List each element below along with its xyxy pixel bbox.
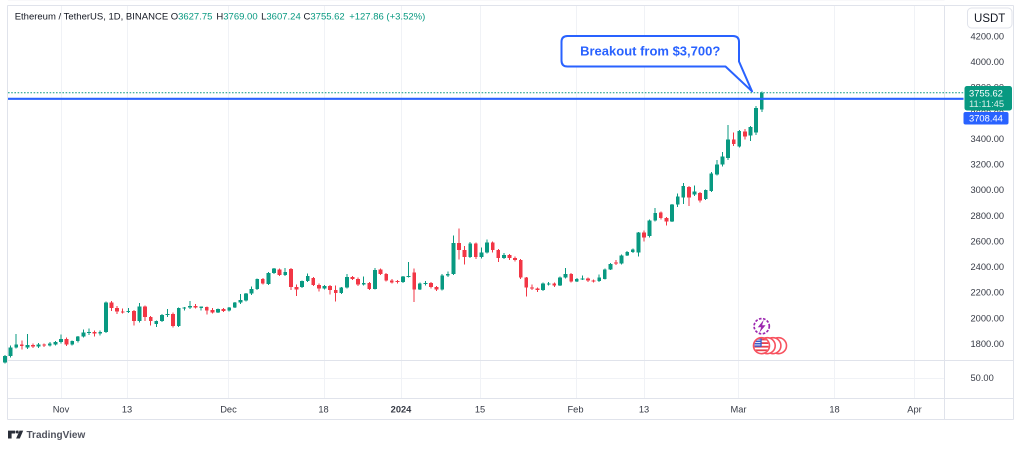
- svg-text:3755.62: 3755.62: [969, 88, 1003, 99]
- svg-text:TradingView: TradingView: [27, 430, 86, 441]
- svg-text:13: 13: [122, 404, 132, 414]
- svg-text:2000.00: 2000.00: [971, 313, 1005, 323]
- svg-text:18: 18: [318, 404, 328, 414]
- svg-text:2400.00: 2400.00: [971, 262, 1005, 272]
- svg-text:Apr: Apr: [907, 404, 921, 414]
- svg-text:50.00: 50.00: [971, 373, 994, 383]
- svg-text:L3607.24: L3607.24: [261, 12, 301, 23]
- svg-text:11:11:45: 11:11:45: [969, 98, 1004, 109]
- svg-text:C3755.62: C3755.62: [304, 12, 345, 23]
- svg-text:4200.00: 4200.00: [971, 31, 1005, 41]
- svg-text:USDT: USDT: [974, 13, 1005, 25]
- svg-text:+127.86 (+3.52%): +127.86 (+3.52%): [349, 12, 425, 23]
- svg-text:H3769.00: H3769.00: [216, 12, 257, 23]
- svg-text:2024: 2024: [391, 404, 413, 414]
- svg-text:3400.00: 3400.00: [971, 134, 1005, 144]
- svg-text:Breakout from $3,700?: Breakout from $3,700?: [580, 44, 720, 59]
- svg-text:2600.00: 2600.00: [971, 237, 1005, 247]
- svg-text:O3627.75: O3627.75: [171, 12, 213, 23]
- svg-text:3708.44: 3708.44: [969, 113, 1003, 124]
- svg-text:18: 18: [829, 404, 839, 414]
- svg-text:2800.00: 2800.00: [971, 211, 1005, 221]
- svg-text:3000.00: 3000.00: [971, 185, 1005, 195]
- svg-text:4000.00: 4000.00: [971, 57, 1005, 67]
- svg-text:15: 15: [475, 404, 485, 414]
- svg-text:2200.00: 2200.00: [971, 288, 1005, 298]
- svg-text:Feb: Feb: [567, 404, 583, 414]
- svg-text:13: 13: [639, 404, 649, 414]
- svg-text:Dec: Dec: [220, 404, 237, 414]
- svg-text:Nov: Nov: [53, 404, 70, 414]
- svg-text:1800.00: 1800.00: [971, 339, 1005, 349]
- svg-text:Ethereum / TetherUS, 1D, BINAN: Ethereum / TetherUS, 1D, BINANCE: [15, 12, 168, 23]
- svg-text:Mar: Mar: [730, 404, 746, 414]
- svg-text:3200.00: 3200.00: [971, 160, 1005, 170]
